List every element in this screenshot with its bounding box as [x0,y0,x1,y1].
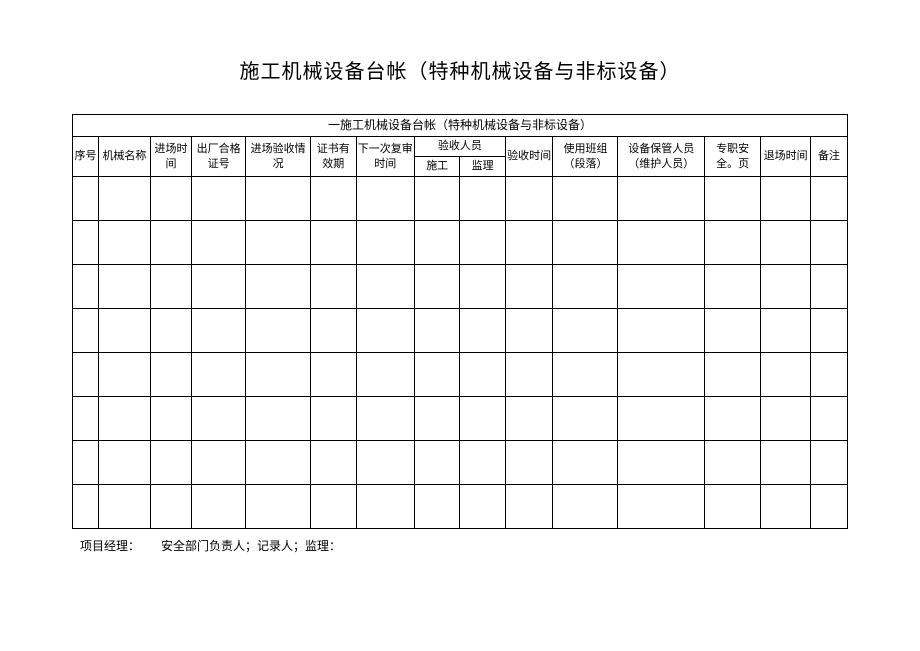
table-row [73,177,848,221]
col-safety-officer: 专职安全。页 [705,137,761,177]
table-row [73,485,848,529]
col-machine-name: 机械名称 [98,137,150,177]
col-cert-valid: 证书有效期 [311,137,356,177]
table-row [73,309,848,353]
table-row [73,353,848,397]
col-remarks: 备注 [811,137,848,177]
col-next-review: 下一次复审时间 [356,137,414,177]
col-inspect-time: 验收时间 [505,137,553,177]
table-row [73,397,848,441]
table-caption-row: 一施工机械设备台帐（特种机械设备与非标设备） [73,115,848,137]
col-inspector-supervision: 监理 [460,157,505,177]
col-team: 使用班组（段落） [553,137,618,177]
table-row [73,441,848,485]
col-cert-no: 出厂合格证号 [192,137,246,177]
col-exit-time: 退场时间 [761,137,811,177]
col-enter-time: 进场时间 [150,137,191,177]
col-seq: 序号 [73,137,99,177]
table-row [73,221,848,265]
footer-line: 项目经理： 安全部门负责人；记录人；监理： [0,529,920,554]
footer-others: 安全部门负责人；记录人；监理： [161,539,341,553]
table-caption: 一施工机械设备台帐（特种机械设备与非标设备） [73,115,848,137]
col-inspector-construction: 施工 [414,157,459,177]
footer-pm: 项目经理： [80,539,140,553]
col-custodian: 设备保管人员（维护人员） [618,137,705,177]
col-inspectors-group: 验收人员 [414,137,505,157]
table-row [73,265,848,309]
ledger-table: 一施工机械设备台帐（特种机械设备与非标设备） 序号 机械名称 进场时间 出厂合格… [72,114,848,529]
page-title: 施工机械设备台帐（特种机械设备与非标设备） [0,0,920,114]
header-row-1: 序号 机械名称 进场时间 出厂合格证号 进场验收情况 证书有效期 下一次复审时间… [73,137,848,157]
table-container: 一施工机械设备台帐（特种机械设备与非标设备） 序号 机械名称 进场时间 出厂合格… [0,114,920,529]
col-inspection: 进场验收情况 [246,137,311,177]
